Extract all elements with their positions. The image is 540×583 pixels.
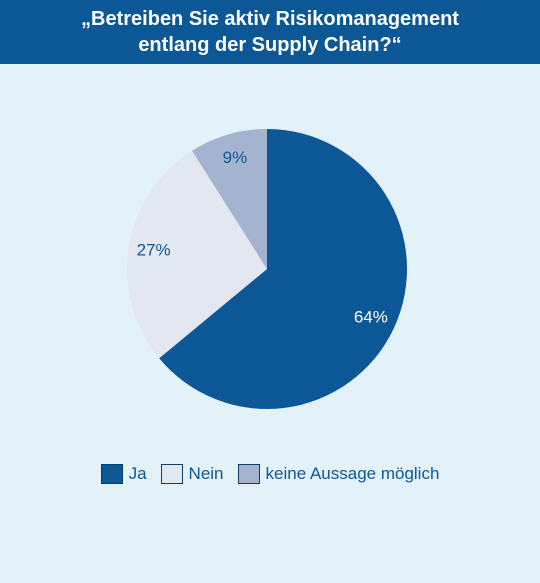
pie-chart: 64% 27% 9% xyxy=(126,129,407,409)
chart-title-line-2: entlang der Supply Chain?“ xyxy=(138,34,402,56)
chart-title: „Betreiben Sie aktiv Risikomanagement en… xyxy=(0,0,540,64)
pie-label-nein: 27% xyxy=(137,241,171,260)
legend-swatch-keine-aussage xyxy=(237,464,260,484)
legend-label-nein: Nein xyxy=(188,464,224,483)
legend-item-nein: Nein xyxy=(160,464,224,484)
pie-label-ja: 64% xyxy=(354,307,388,326)
legend-label-ja: Ja xyxy=(128,464,147,483)
pie-slice-keine-aussage xyxy=(191,129,267,269)
legend-item-keine-aussage: keine Aussage möglich xyxy=(237,464,440,484)
legend-item-ja: Ja xyxy=(100,464,147,484)
legend-label-keine-aussage: keine Aussage möglich xyxy=(265,464,440,483)
legend-swatch-ja xyxy=(100,464,123,484)
chart-legend: Ja Nein keine Aussage möglich xyxy=(0,460,540,488)
pie-label-keine-aussage: 9% xyxy=(223,148,248,167)
pie-slice-nein xyxy=(126,150,267,359)
pie-slice-ja xyxy=(159,129,407,409)
legend-swatch-nein xyxy=(160,464,183,484)
chart-title-line-1: „Betreiben Sie aktiv Risikomanagement xyxy=(81,8,459,30)
